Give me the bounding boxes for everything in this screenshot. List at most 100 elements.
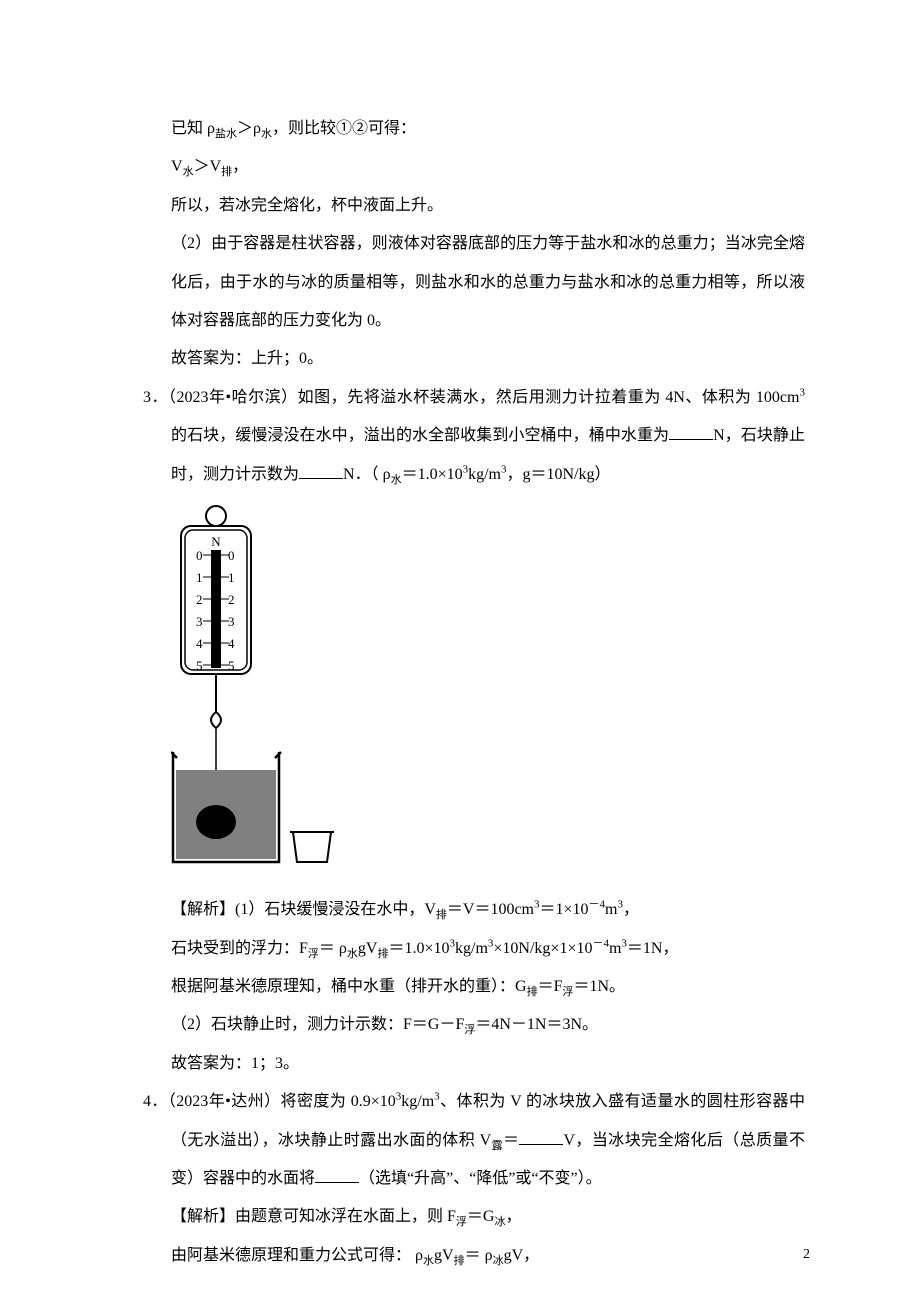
text: gV bbox=[358, 940, 378, 957]
sol3-line3: 根据阿基米德原理知，桶中水重（排开水的重）：G排＝F浮＝1N。 bbox=[115, 968, 805, 1006]
text: kg/m bbox=[455, 940, 488, 957]
line-2: V水＞V排， bbox=[115, 148, 805, 186]
beaker-lip bbox=[171, 752, 281, 758]
text: ＝V＝100cm bbox=[447, 901, 534, 918]
text: 的石块，缓慢浸没在水中，溢出的水全部收集到小空桶中，桶中水重为 bbox=[171, 427, 669, 444]
spring-scale-beaker-svg: N 00 11 22 33 44 55 bbox=[171, 502, 341, 872]
blank-field bbox=[519, 1129, 563, 1145]
text: ，则比较①②可得： bbox=[272, 120, 416, 137]
text: kg/m bbox=[401, 1093, 434, 1110]
text: 故答案为：上升；0。 bbox=[171, 350, 323, 367]
text: （2023年•哈尔滨）如图，先将溢水杯装满水，然后用测力计拉着重为 4N、体积为… bbox=[168, 389, 799, 406]
figure-scale-beaker: N 00 11 22 33 44 55 bbox=[115, 494, 805, 891]
page-number: 2 bbox=[803, 1238, 810, 1272]
text: ＝ ρ bbox=[319, 940, 347, 957]
n-label: N bbox=[211, 534, 221, 549]
text: ＝F bbox=[538, 978, 563, 995]
sub: 排 bbox=[377, 948, 388, 960]
text: ＞ρ bbox=[237, 120, 261, 137]
text: ×10N/kg×1×10 bbox=[493, 940, 592, 957]
tick: 4 bbox=[228, 636, 235, 651]
q4-number: 4． bbox=[143, 1093, 168, 1110]
text: V bbox=[171, 158, 183, 175]
text: 已知 ρ bbox=[171, 120, 215, 137]
tick: 3 bbox=[196, 614, 203, 629]
text: ＝ bbox=[503, 1132, 519, 1149]
sub: 排 bbox=[454, 1255, 465, 1267]
sol4-line1: 【解析】由题意可知冰浮在水面上，则 F浮＝G冰， bbox=[115, 1198, 805, 1236]
tick: 4 bbox=[196, 636, 203, 651]
blank-field bbox=[299, 463, 343, 479]
text: m bbox=[605, 901, 617, 918]
sub: 冰 bbox=[494, 1217, 505, 1229]
sub: 水 bbox=[423, 1255, 434, 1267]
question-4: 4．（2023年•达州）将密度为 0.9×103kg/m3、体积为 V 的冰块放… bbox=[115, 1083, 805, 1198]
text: gV bbox=[434, 1247, 454, 1264]
sub: 水 bbox=[183, 167, 194, 179]
sub: 浮 bbox=[464, 1025, 475, 1037]
text: m bbox=[609, 940, 621, 957]
sub: 浮 bbox=[456, 1217, 467, 1229]
text: 【解析】(1）石块缓慢浸没在水中，V bbox=[171, 901, 436, 918]
text: ＝1.0×10 bbox=[402, 466, 463, 483]
sub: 浮 bbox=[308, 948, 319, 960]
sup: 3 bbox=[799, 386, 805, 398]
sub: 排 bbox=[527, 986, 538, 998]
text: ， bbox=[232, 158, 248, 175]
sub: 冰 bbox=[493, 1255, 504, 1267]
text: ，g＝10N/kg） bbox=[506, 466, 610, 483]
tick: 0 bbox=[196, 548, 203, 563]
text: ， bbox=[505, 1208, 521, 1225]
line-3: 所以，若冰完全熔化，杯中液面上升。 bbox=[115, 187, 805, 225]
text: ＝1N。 bbox=[573, 978, 625, 995]
sub: 露 bbox=[491, 1140, 503, 1152]
page-content: 已知 ρ盐水＞ρ水，则比较①②可得： V水＞V排， 所以，若冰完全熔化，杯中液面… bbox=[0, 0, 920, 1275]
text: kg/m bbox=[468, 466, 501, 483]
question-3: 3．（2023年•哈尔滨）如图，先将溢水杯装满水，然后用测力计拉着重为 4N、体… bbox=[115, 379, 805, 494]
text: 故答案为：1；3。 bbox=[171, 1055, 299, 1072]
text: ＝4N－1N＝3N。 bbox=[475, 1016, 598, 1033]
text: （2）由于容器是柱状容器，则液体对容器底部的压力等于盐水和冰的总重力；当冰完全熔… bbox=[171, 235, 805, 329]
sup: －4 bbox=[589, 899, 606, 911]
line-1: 已知 ρ盐水＞ρ水，则比较①②可得： bbox=[115, 110, 805, 148]
sup: －4 bbox=[592, 937, 609, 949]
text: ＝1×10 bbox=[540, 901, 589, 918]
text: 石块受到的浮力：F bbox=[171, 940, 308, 957]
stone bbox=[196, 805, 236, 839]
hook-icon bbox=[211, 712, 221, 728]
text: （2）石块静止时，测力计示数：F＝G－F bbox=[171, 1016, 464, 1033]
q3-number: 3． bbox=[143, 389, 168, 406]
ring-icon bbox=[206, 506, 226, 526]
line-4: （2）由于容器是柱状容器，则液体对容器底部的压力等于盐水和冰的总重力；当冰完全熔… bbox=[115, 225, 805, 340]
blank-field bbox=[315, 1167, 359, 1183]
text: （2023年•达州）将密度为 0.9×10 bbox=[168, 1093, 396, 1110]
sub: 浮 bbox=[562, 986, 573, 998]
text: ， bbox=[623, 901, 639, 918]
sub: 水 bbox=[391, 474, 402, 486]
text: ＝1N， bbox=[627, 940, 679, 957]
sol3-line5: 故答案为：1；3。 bbox=[115, 1045, 805, 1083]
text: 所以，若冰完全熔化，杯中液面上升。 bbox=[171, 197, 443, 214]
sub: 排 bbox=[436, 909, 447, 921]
text: （选填“升高”、“降低”或“不变”）。 bbox=[359, 1170, 602, 1187]
tick: 1 bbox=[196, 570, 203, 585]
text: ＝ ρ bbox=[465, 1247, 493, 1264]
text: 由阿基米德原理和重力公式可得： ρ bbox=[171, 1247, 423, 1264]
text: 根据阿基米德原理知，桶中水重（排开水的重）：G bbox=[171, 978, 527, 995]
sub: 水 bbox=[261, 128, 272, 140]
sol4-line2: 由阿基米德原理和重力公式可得： ρ水gV排＝ ρ冰gV， bbox=[115, 1237, 805, 1275]
scale-column bbox=[211, 550, 221, 668]
blank-field bbox=[669, 424, 713, 440]
tick: 5 bbox=[196, 658, 203, 673]
sub: 盐水 bbox=[215, 128, 237, 140]
sub: 水 bbox=[347, 948, 358, 960]
text: ＝G bbox=[467, 1208, 495, 1225]
small-bucket bbox=[293, 832, 331, 862]
text: ＝1.0×10 bbox=[388, 940, 449, 957]
text: ＞V bbox=[194, 158, 222, 175]
sub: 排 bbox=[221, 167, 232, 179]
sol3-line4: （2）石块静止时，测力计示数：F＝G－F浮＝4N－1N＝3N。 bbox=[115, 1006, 805, 1044]
sol3-line1: 【解析】(1）石块缓慢浸没在水中，V排＝V＝100cm3＝1×10－4m3， bbox=[115, 891, 805, 929]
text: gV， bbox=[504, 1247, 540, 1264]
tick: 2 bbox=[196, 592, 203, 607]
